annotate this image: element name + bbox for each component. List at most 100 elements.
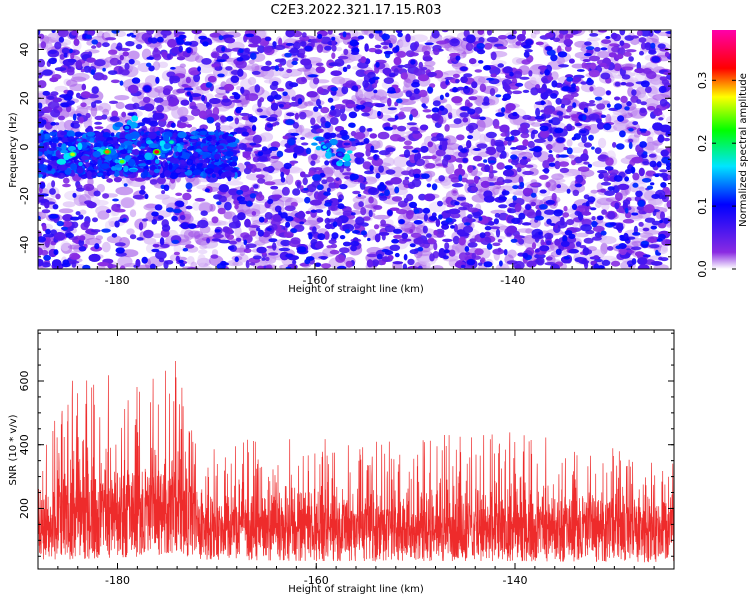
spectrogram-cell bbox=[571, 159, 576, 166]
spectrogram-cell bbox=[303, 187, 309, 191]
spectrogram-cell bbox=[117, 59, 122, 65]
spectrogram-cell bbox=[571, 63, 585, 69]
spectrogram-cell bbox=[310, 117, 316, 126]
spectrogram-cell bbox=[247, 77, 257, 86]
spectrogram-cell bbox=[394, 186, 400, 194]
spectrogram-cell bbox=[90, 105, 98, 117]
spectrogram-cell bbox=[254, 239, 266, 246]
spectrogram-cell bbox=[666, 165, 671, 171]
spectrogram-cell bbox=[656, 161, 662, 168]
spectrogram-cell bbox=[587, 77, 592, 83]
spectrogram-cell bbox=[214, 229, 221, 233]
spectrogram-cell bbox=[448, 114, 453, 119]
spectrogram-cell bbox=[641, 178, 652, 183]
spectrogram-cell bbox=[476, 42, 485, 50]
spectrogram-cell bbox=[628, 141, 633, 150]
spectrogram-cell bbox=[121, 111, 127, 118]
spectrogram-cell bbox=[176, 56, 186, 61]
spectrogram-cell bbox=[467, 165, 474, 173]
spectrogram-cell bbox=[516, 228, 535, 234]
spectrogram-cell bbox=[324, 121, 331, 128]
spectrogram-cell bbox=[556, 184, 561, 189]
spectrogram-cell bbox=[466, 140, 472, 149]
spectrogram-cell bbox=[520, 123, 528, 133]
spectrogram-cell bbox=[118, 218, 127, 223]
spectrogram-cell bbox=[66, 68, 75, 76]
spectrogram-cell bbox=[488, 160, 496, 164]
spectrogram-cell bbox=[640, 101, 647, 106]
spectrogram-cell bbox=[201, 58, 212, 65]
spectrogram-cell bbox=[265, 60, 272, 66]
spectrogram-cell bbox=[41, 212, 49, 218]
spectrogram-cell bbox=[180, 99, 190, 106]
spectrogram-cell bbox=[572, 189, 580, 196]
spectrogram-cell bbox=[153, 97, 164, 103]
spectrogram-cell bbox=[276, 150, 284, 158]
spectrogram-cell bbox=[466, 34, 476, 44]
spectrogram-cell bbox=[362, 80, 369, 88]
spectrogram-cell bbox=[596, 103, 606, 110]
spectrogram-cell bbox=[310, 199, 322, 206]
spectrogram-cell bbox=[536, 256, 545, 266]
spectrogram-cell bbox=[226, 115, 234, 122]
spectrogram-cell bbox=[40, 41, 47, 49]
spectrogram-cell bbox=[460, 76, 468, 84]
spectrogram-cell bbox=[204, 188, 210, 193]
spectrogram-cell bbox=[323, 191, 331, 196]
spectrogram-cell bbox=[350, 212, 356, 216]
spectrogram-cell bbox=[539, 125, 549, 132]
spectrogram-cell bbox=[300, 53, 305, 59]
spectrogram-cell bbox=[470, 186, 478, 192]
spectrogram-cell bbox=[128, 58, 135, 65]
spectrogram-cell bbox=[489, 88, 496, 96]
spectrogram-cell bbox=[278, 104, 284, 108]
spectrogram-cell bbox=[360, 56, 367, 64]
spectrogram-cell bbox=[575, 122, 582, 127]
spectrogram-cell bbox=[520, 132, 530, 139]
spectrogram-cell bbox=[405, 33, 411, 43]
spectrogram-cell bbox=[427, 86, 433, 94]
spectrogram-cell bbox=[288, 49, 300, 54]
spectrogram-cell bbox=[624, 176, 629, 182]
spectrogram-cell bbox=[297, 210, 306, 220]
spectrogram-cell bbox=[405, 90, 413, 98]
spectrogram-cell bbox=[205, 82, 213, 88]
spectrogram-cell bbox=[166, 53, 172, 60]
spectrogram-cell bbox=[284, 205, 296, 212]
spectrogram-cell bbox=[604, 190, 615, 196]
spectrogram-cell bbox=[244, 218, 251, 228]
spectrogram-cell bbox=[666, 31, 671, 34]
spectrogram-cell bbox=[215, 122, 221, 127]
spectrogram-cell bbox=[575, 232, 589, 238]
spectrogram-cell bbox=[374, 44, 382, 49]
spectrogram-cell bbox=[490, 51, 497, 61]
spectrogram-cell bbox=[261, 257, 266, 261]
spectrogram-cell bbox=[71, 261, 77, 268]
spectrogram-cell bbox=[571, 136, 577, 141]
spectrogram-cell bbox=[97, 262, 110, 267]
spectrogram-cell bbox=[519, 181, 525, 188]
spectrogram-cell bbox=[368, 47, 377, 53]
spectrogram-cell bbox=[79, 235, 86, 241]
spectrogram-cell bbox=[460, 148, 468, 153]
spectrogram-cell bbox=[218, 35, 224, 41]
spectrogram-cell bbox=[160, 30, 172, 36]
spectrogram-cell bbox=[94, 115, 104, 121]
spectrogram-cell bbox=[507, 34, 516, 40]
spectrogram-cell bbox=[651, 194, 661, 199]
spectrogram-cell bbox=[308, 232, 313, 240]
spectrogram-cell bbox=[382, 45, 389, 50]
spectrogram-cell bbox=[585, 170, 595, 176]
spectrogram-cell bbox=[638, 221, 644, 227]
spectrogram-cell bbox=[52, 204, 59, 210]
spectrogram-cell bbox=[113, 177, 122, 183]
spectrogram-cell bbox=[441, 142, 447, 151]
spectrogram-cell bbox=[458, 174, 463, 182]
spectrogram-cell bbox=[201, 94, 206, 102]
spectrogram-cell bbox=[418, 61, 423, 69]
spectrogram-cell bbox=[480, 257, 486, 265]
spectrogram-cell bbox=[563, 256, 570, 260]
spectrogram-cell bbox=[91, 45, 97, 49]
spectrogram-cell bbox=[128, 112, 135, 116]
spectrogram-cell bbox=[617, 183, 630, 190]
